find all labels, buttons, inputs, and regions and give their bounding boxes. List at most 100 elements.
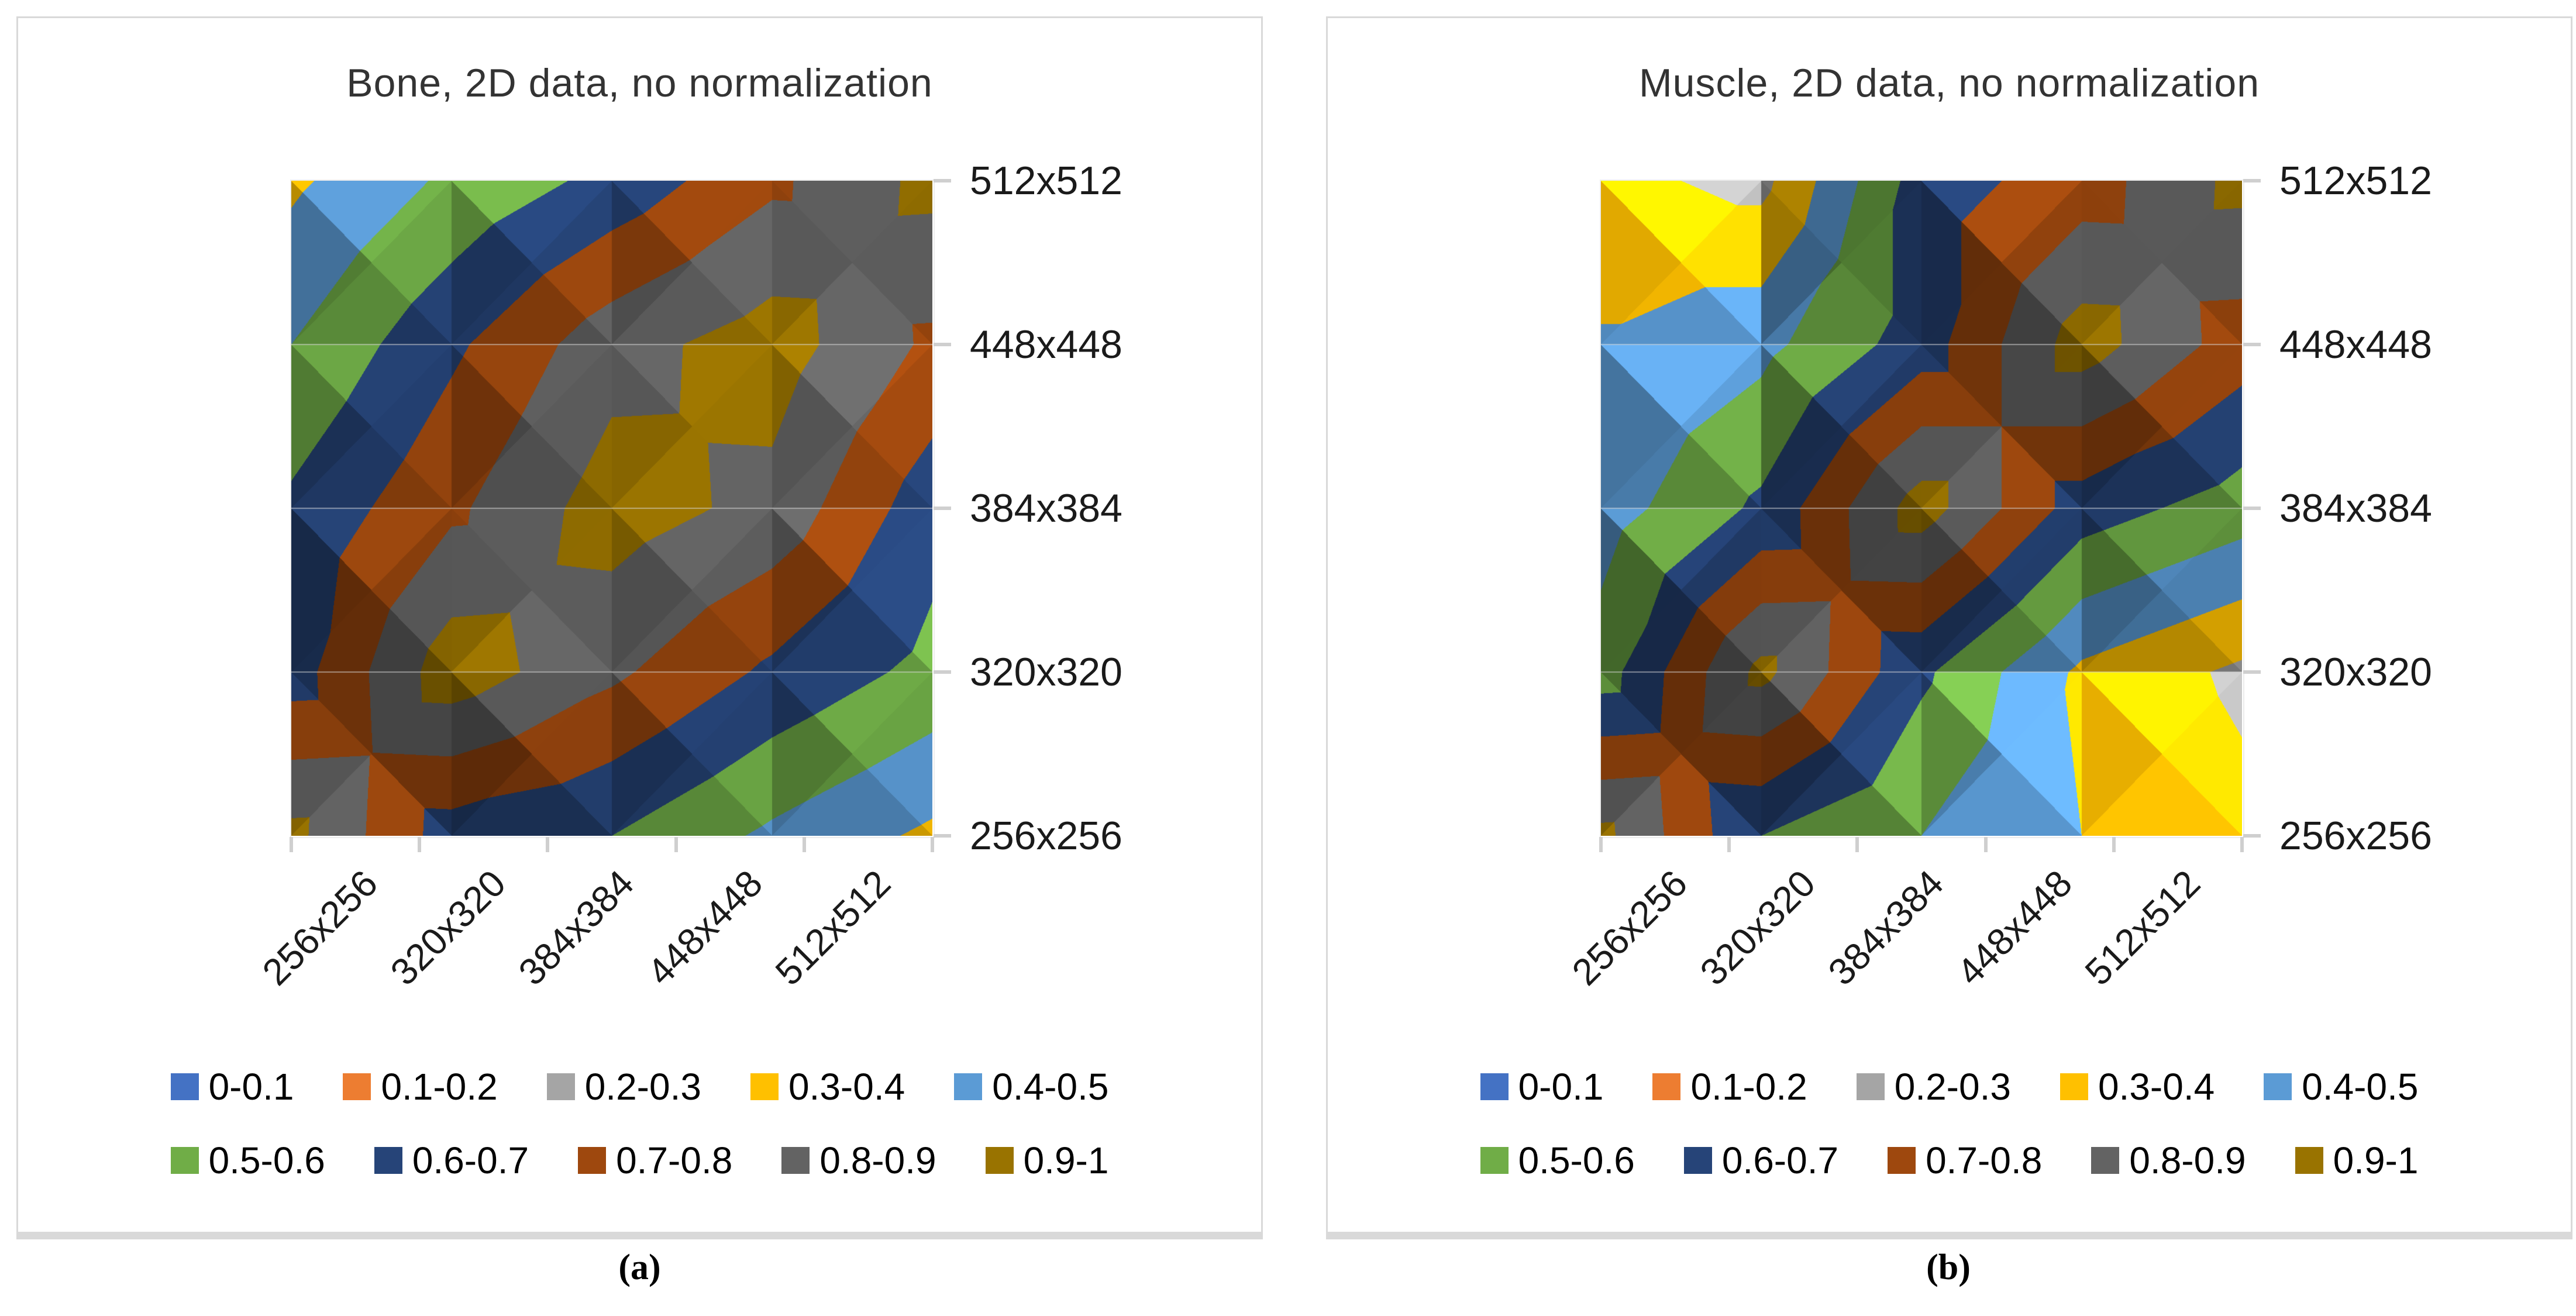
legend-label: 0.4-0.5 — [992, 1066, 1109, 1108]
y-axis-tick — [2243, 507, 2261, 510]
x-axis-label: 512x512 — [767, 862, 899, 994]
y-axis-label: 256x256 — [2279, 814, 2432, 858]
legend-label: 0.5-0.6 — [208, 1139, 325, 1181]
x-axis-label: 320x320 — [382, 862, 514, 994]
x-axis-label: 320x320 — [1692, 862, 1824, 994]
y-axis-tick — [934, 670, 951, 674]
y-axis-label: 320x320 — [2279, 650, 2432, 694]
x-axis-label: 256x256 — [1563, 862, 1696, 994]
legend-swatch — [750, 1073, 779, 1100]
x-axis-label: 384x384 — [511, 862, 642, 994]
y-axis-label: 320x320 — [970, 650, 1122, 694]
legend-label: 0.7-0.8 — [616, 1139, 733, 1181]
contour-surface-canvas — [291, 181, 932, 836]
legend-item: 0.8-0.9 — [781, 1139, 936, 1182]
legend-label: 0.3-0.4 — [788, 1066, 905, 1108]
legend-label: 0.5-0.6 — [1518, 1139, 1635, 1181]
legend-swatch — [343, 1073, 371, 1100]
legend-label: 0.6-0.7 — [1721, 1139, 1839, 1181]
x-axis-tick — [1855, 837, 1859, 852]
legend-item: 0.9-1 — [2295, 1139, 2419, 1182]
legend-label: 0.9-1 — [2333, 1139, 2419, 1181]
x-axis-tick — [546, 837, 550, 852]
x-axis-tick — [2240, 837, 2244, 852]
y-axis-tick — [2243, 343, 2261, 346]
chart-title: Bone, 2D data, no normalization — [346, 61, 933, 105]
legend-item: 0.8-0.9 — [2091, 1139, 2246, 1182]
legend-label: 0.2-0.3 — [1894, 1066, 2011, 1108]
chart-panel-muscle: Muscle, 2D data, no normalization 512x51… — [1326, 16, 2572, 1239]
legend-swatch — [985, 1147, 1014, 1174]
y-axis-tick — [934, 179, 951, 182]
legend-row: 0.5-0.6 0.6-0.7 0.7-0.8 0.8-0.9 0.9-1 — [1480, 1139, 2419, 1182]
legend-label: 0.3-0.4 — [2098, 1066, 2215, 1108]
legend-item: 0.2-0.3 — [1856, 1065, 2011, 1108]
legend: 0-0.1 0.1-0.2 0.2-0.3 0.3-0.4 0.4-0.5 0.5-0.6… — [18, 1065, 1261, 1182]
legend-item: 0.3-0.4 — [2060, 1065, 2215, 1108]
legend-item: 0.3-0.4 — [750, 1065, 905, 1108]
x-axis-tick — [290, 837, 293, 852]
legend-row: 0.5-0.6 0.6-0.7 0.7-0.8 0.8-0.9 0.9-1 — [170, 1139, 1109, 1182]
x-axis-tick — [2112, 837, 2116, 852]
x-axis-label: 512x512 — [2076, 862, 2209, 994]
y-axis-tick — [934, 343, 951, 346]
legend-row: 0-0.1 0.1-0.2 0.2-0.3 0.3-0.4 0.4-0.5 — [170, 1065, 1108, 1108]
y-axis-tick — [934, 834, 951, 838]
legend-swatch — [374, 1147, 402, 1174]
legend-swatch — [954, 1073, 983, 1100]
legend-swatch — [1888, 1147, 1916, 1174]
y-axis-tick — [2243, 179, 2261, 182]
legend-swatch — [1856, 1073, 1885, 1100]
legend: 0-0.1 0.1-0.2 0.2-0.3 0.3-0.4 0.4-0.5 0.5-0.6… — [1328, 1065, 2571, 1182]
legend-label: 0.8-0.9 — [2129, 1139, 2246, 1181]
legend-label: 0.9-1 — [1023, 1139, 1109, 1181]
legend-item: 0.6-0.7 — [1683, 1139, 1839, 1182]
legend-swatch — [546, 1073, 575, 1100]
legend-label: 0-0.1 — [1518, 1066, 1604, 1108]
legend-swatch — [2060, 1073, 2088, 1100]
legend-item: 0-0.1 — [170, 1065, 294, 1108]
legend-item: 0.4-0.5 — [954, 1065, 1108, 1108]
x-axis-label: 384x384 — [1820, 862, 1952, 994]
legend-swatch — [781, 1147, 810, 1174]
contour-surface-canvas — [1601, 181, 2242, 836]
legend-swatch — [1683, 1147, 1712, 1174]
legend-swatch — [578, 1147, 607, 1174]
legend-swatch — [170, 1147, 199, 1174]
legend-label: 0.6-0.7 — [412, 1139, 529, 1181]
legend-label: 0-0.1 — [208, 1066, 294, 1108]
legend-item: 0.5-0.6 — [170, 1139, 325, 1182]
x-axis-tick — [931, 837, 934, 852]
x-axis-label: 448x448 — [639, 862, 770, 994]
legend-label: 0.4-0.5 — [2302, 1066, 2419, 1108]
legend-item: 0.1-0.2 — [343, 1065, 498, 1108]
legend-label: 0.8-0.9 — [819, 1139, 936, 1181]
x-axis-tick — [418, 837, 422, 852]
chart-panel-bone: Bone, 2D data, no normalization 512x512 4… — [16, 16, 1263, 1239]
x-axis-tick — [802, 837, 806, 852]
legend-swatch — [1480, 1147, 1509, 1174]
legend-swatch — [2295, 1147, 2323, 1174]
x-axis-tick — [1727, 837, 1731, 852]
y-axis-label: 384x384 — [2279, 486, 2432, 530]
x-axis-tick — [1599, 837, 1603, 852]
y-axis-label: 512x512 — [2279, 159, 2432, 203]
y-axis-tick — [2243, 834, 2261, 838]
y-axis-label: 448x448 — [2279, 322, 2432, 367]
legend-item: 0.9-1 — [985, 1139, 1109, 1182]
legend-label: 0.1-0.2 — [381, 1066, 498, 1108]
legend-swatch — [170, 1073, 199, 1100]
legend-item: 0.4-0.5 — [2264, 1065, 2418, 1108]
y-axis-label: 384x384 — [970, 486, 1122, 530]
y-axis-label: 448x448 — [970, 322, 1122, 367]
legend-item: 0.7-0.8 — [578, 1139, 732, 1182]
x-axis-label: 256x256 — [254, 862, 386, 994]
y-axis-label: 512x512 — [970, 159, 1122, 203]
chart-title: Muscle, 2D data, no normalization — [1638, 61, 2260, 105]
y-axis-tick — [2243, 670, 2261, 674]
caption-a: (a) — [618, 1248, 661, 1287]
legend-item: 0.6-0.7 — [374, 1139, 529, 1182]
legend-swatch — [1480, 1073, 1509, 1100]
legend-item: 0-0.1 — [1480, 1065, 1604, 1108]
